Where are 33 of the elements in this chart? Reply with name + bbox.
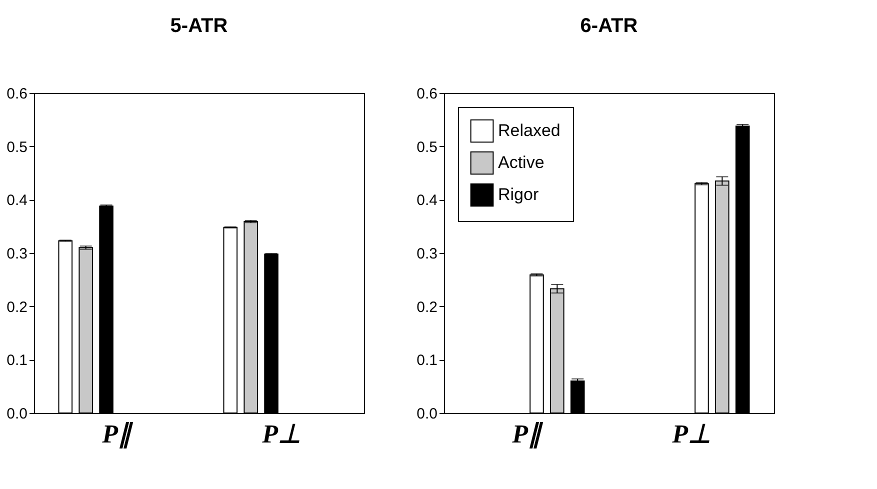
- bar: [58, 240, 73, 414]
- bar: [715, 180, 730, 414]
- legend-label: Active: [498, 153, 544, 172]
- y-tick-label: 0.1: [6, 352, 28, 370]
- y-tick-label: 0.3: [416, 246, 438, 262]
- bar: [530, 274, 544, 414]
- y-tick-label: 0.5: [6, 138, 28, 156]
- chart-title: 5-ATR: [170, 15, 228, 37]
- x-tick-label: P⊥: [261, 420, 301, 448]
- bar: [223, 226, 238, 414]
- legend-label: Relaxed: [498, 121, 560, 140]
- bar: [264, 254, 278, 414]
- chart-title: 6-ATR: [580, 15, 638, 37]
- bar: [694, 183, 709, 414]
- x-tick-label: P∥: [101, 420, 134, 450]
- y-tick-label: 0.5: [416, 138, 438, 156]
- bar: [244, 221, 258, 414]
- legend-label: Rigor: [498, 185, 539, 204]
- x-tick-label: P⊥: [671, 420, 711, 448]
- y-tick-label: 0.3: [6, 246, 28, 262]
- y-tick-label: 0.0: [6, 406, 28, 422]
- y-tick-label: 0.2: [6, 298, 28, 316]
- y-tick-label: 0.1: [416, 352, 438, 370]
- bar: [550, 288, 564, 414]
- y-tick-label: 0.0: [416, 406, 438, 422]
- y-tick-label: 0.6: [416, 86, 438, 102]
- y-tick-label: 0.6: [6, 86, 28, 102]
- bar: [99, 206, 114, 414]
- x-tick-label: P∥: [511, 420, 544, 450]
- bar: [78, 247, 93, 414]
- y-tick-label: 0.4: [6, 192, 28, 210]
- y-tick-label: 0.2: [416, 298, 438, 316]
- y-tick-label: 0.4: [416, 192, 438, 210]
